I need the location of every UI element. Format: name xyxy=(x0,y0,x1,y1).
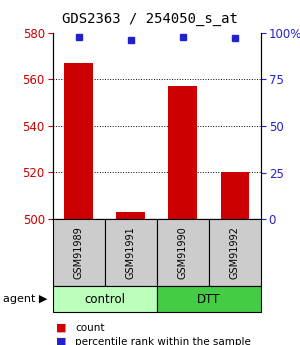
Text: GSM91992: GSM91992 xyxy=(230,226,240,279)
Text: count: count xyxy=(75,323,104,333)
Text: GSM91991: GSM91991 xyxy=(126,226,136,279)
Bar xyxy=(116,212,145,219)
Bar xyxy=(220,172,249,219)
Text: ■: ■ xyxy=(56,323,66,333)
Text: GSM91990: GSM91990 xyxy=(178,226,188,279)
Text: control: control xyxy=(84,293,125,306)
Bar xyxy=(169,86,197,219)
Text: ■: ■ xyxy=(56,337,66,345)
Text: percentile rank within the sample: percentile rank within the sample xyxy=(75,337,251,345)
Bar xyxy=(64,63,93,219)
Text: GSM91989: GSM91989 xyxy=(74,226,84,279)
Text: DTT: DTT xyxy=(197,293,220,306)
Text: agent ▶: agent ▶ xyxy=(3,294,47,304)
Text: GDS2363 / 254050_s_at: GDS2363 / 254050_s_at xyxy=(62,12,238,26)
